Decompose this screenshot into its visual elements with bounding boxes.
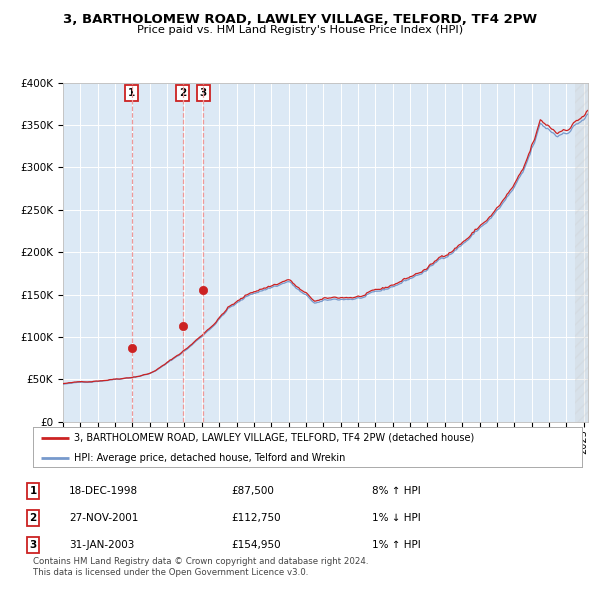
Text: 1: 1 — [128, 88, 136, 98]
Text: 3, BARTHOLOMEW ROAD, LAWLEY VILLAGE, TELFORD, TF4 2PW: 3, BARTHOLOMEW ROAD, LAWLEY VILLAGE, TEL… — [63, 13, 537, 26]
Text: 1% ↓ HPI: 1% ↓ HPI — [372, 513, 421, 523]
Text: 8% ↑ HPI: 8% ↑ HPI — [372, 486, 421, 496]
Text: This data is licensed under the Open Government Licence v3.0.: This data is licensed under the Open Gov… — [33, 568, 308, 577]
Text: 2: 2 — [29, 513, 37, 523]
Text: £154,950: £154,950 — [231, 540, 281, 550]
Text: 31-JAN-2003: 31-JAN-2003 — [69, 540, 134, 550]
Bar — [575, 83, 596, 422]
Text: HPI: Average price, detached house, Telford and Wrekin: HPI: Average price, detached house, Telf… — [74, 454, 346, 464]
Text: 3: 3 — [200, 88, 207, 98]
Text: Contains HM Land Registry data © Crown copyright and database right 2024.: Contains HM Land Registry data © Crown c… — [33, 558, 368, 566]
Text: Price paid vs. HM Land Registry's House Price Index (HPI): Price paid vs. HM Land Registry's House … — [137, 25, 463, 35]
Text: 3, BARTHOLOMEW ROAD, LAWLEY VILLAGE, TELFORD, TF4 2PW (detached house): 3, BARTHOLOMEW ROAD, LAWLEY VILLAGE, TEL… — [74, 433, 475, 443]
Text: £112,750: £112,750 — [231, 513, 281, 523]
Text: £87,500: £87,500 — [231, 486, 274, 496]
Text: 2: 2 — [179, 88, 187, 98]
Text: 18-DEC-1998: 18-DEC-1998 — [69, 486, 138, 496]
Text: 1: 1 — [29, 486, 37, 496]
Text: 27-NOV-2001: 27-NOV-2001 — [69, 513, 139, 523]
Text: 3: 3 — [29, 540, 37, 550]
Text: 1% ↑ HPI: 1% ↑ HPI — [372, 540, 421, 550]
